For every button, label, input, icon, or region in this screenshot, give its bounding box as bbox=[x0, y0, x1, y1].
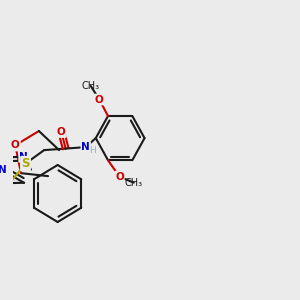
Text: CH₃: CH₃ bbox=[82, 81, 100, 91]
Text: N: N bbox=[19, 152, 28, 162]
Text: S: S bbox=[21, 157, 30, 170]
Text: O: O bbox=[57, 127, 66, 137]
Text: O: O bbox=[11, 140, 20, 150]
Text: O: O bbox=[115, 172, 124, 182]
Text: H: H bbox=[89, 146, 96, 155]
Text: O: O bbox=[95, 94, 104, 104]
Text: N: N bbox=[81, 142, 90, 152]
Text: CH₃: CH₃ bbox=[125, 178, 143, 188]
Text: N: N bbox=[0, 165, 7, 175]
